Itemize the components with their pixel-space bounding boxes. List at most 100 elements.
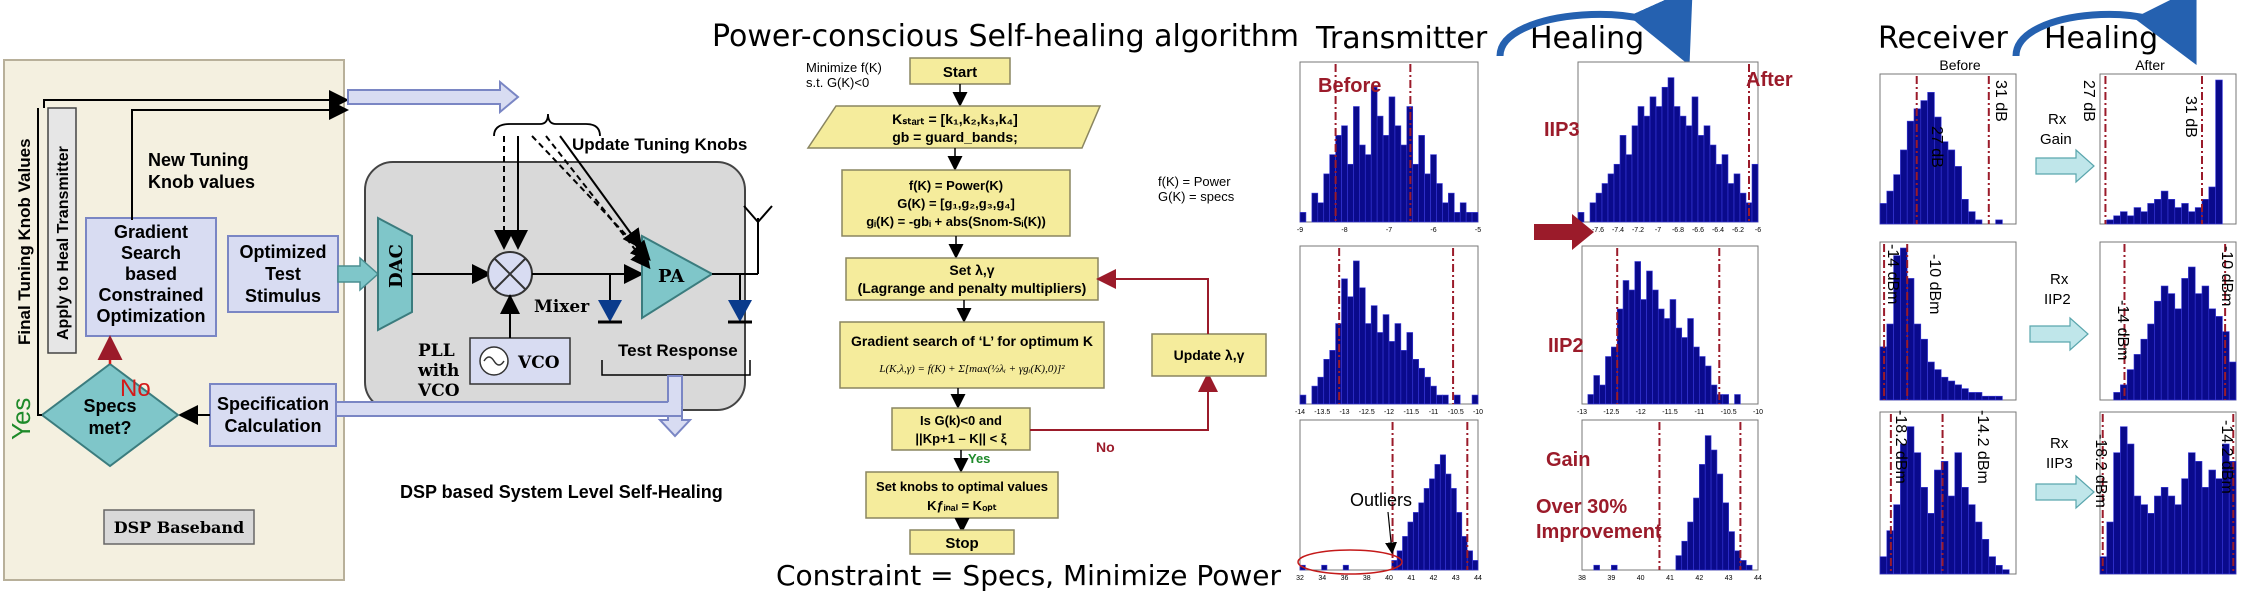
- x-tick-label: -11.5: [1662, 409, 1678, 416]
- histogram-bar: [1704, 435, 1712, 571]
- histogram-bar: [1429, 478, 1436, 571]
- histogram-bar: [2201, 487, 2210, 575]
- histogram-bar: [1667, 77, 1675, 223]
- histogram-bar: [1613, 163, 1621, 223]
- histogram-bar: [1704, 365, 1712, 405]
- check-l1: Is G(k)<0 and: [920, 413, 1002, 428]
- histogram-bar: [1681, 337, 1688, 405]
- kstart-l2: gb = guard_bands;: [892, 129, 1018, 145]
- histogram-bar: [1311, 192, 1319, 223]
- optimized-box: [227, 235, 339, 313]
- dac-label: DAC: [386, 244, 407, 288]
- histogram-bar: [1453, 394, 1461, 405]
- mixer-label: Mixer: [534, 297, 590, 317]
- vco-label: VCO: [517, 353, 560, 373]
- rx-iip2-arrow: [2029, 316, 2089, 352]
- histogram-bar: [1934, 469, 1942, 575]
- histogram-bar: [1995, 219, 2003, 225]
- histogram-bar: [1412, 512, 1419, 571]
- histogram-bar: [1649, 96, 1657, 223]
- histogram-bar: [1342, 564, 1349, 571]
- histogram-bar: [1364, 323, 1372, 405]
- histogram-bar: [1687, 521, 1694, 571]
- histogram-bar: [2215, 79, 2223, 225]
- x-tick-label: 40: [1385, 575, 1393, 582]
- x-tick-label: -7.2: [1632, 227, 1644, 234]
- histogram-bar: [1663, 318, 1671, 405]
- gradient-l2: Search: [121, 243, 181, 263]
- histogram-bar: [1407, 521, 1414, 571]
- histogram-bar: [1974, 392, 1983, 401]
- x-tick-label: -8: [1341, 227, 1347, 234]
- histogram-bar: [2147, 513, 2155, 575]
- rx-m10-after: -10 dBm: [2218, 246, 2235, 306]
- histogram-bar: [1471, 212, 1479, 223]
- histogram-bar: [1879, 203, 1888, 225]
- histogram-bar: [1329, 350, 1336, 405]
- x-tick-label: -6.8: [1672, 227, 1684, 234]
- histogram-bar: [1679, 115, 1687, 223]
- histogram-bar: [2208, 308, 2216, 401]
- histogram-bar: [1323, 358, 1330, 405]
- rx-m10: -10 dBm: [1926, 254, 1943, 314]
- x-tick-label: 32: [1296, 575, 1304, 582]
- tx-iip2-label: IIP2: [1548, 335, 1584, 357]
- tx-section: Transmitter Healing -9-8-7-6-5-7.8-7.6-7…: [1295, 0, 1793, 582]
- histogram-bar: [1424, 376, 1431, 405]
- histogram-bar: [1311, 385, 1319, 405]
- histogram-bar: [1353, 260, 1360, 405]
- x-tick-label: -10.5: [1721, 409, 1737, 416]
- rx-healing-arrow-icon: [2012, 0, 2197, 66]
- gradient-search-box: [839, 321, 1105, 389]
- histogram-bar: [1456, 512, 1463, 571]
- histogram-bar: [1675, 555, 1683, 571]
- histogram-bar: [1968, 504, 1976, 575]
- no-loop-line: [1030, 372, 1218, 431]
- histogram-bar: [1625, 154, 1633, 223]
- x-tick-label: -6: [1755, 227, 1761, 234]
- rx-m142: -14.2 dBm: [1974, 410, 1991, 484]
- tx-improvement-l2: Improvement: [1536, 521, 1662, 543]
- objective-box: [841, 169, 1071, 237]
- histogram-bar: [1988, 556, 1996, 575]
- histogram-bar: [1920, 487, 1928, 575]
- histogram-bar: [1595, 192, 1603, 223]
- histogram-bar: [1954, 166, 1962, 225]
- histogram-bar: [2160, 285, 2169, 401]
- antenna-icon: [743, 205, 773, 224]
- histogram-bar: [1394, 125, 1402, 223]
- tx-outliers-label: Outliers: [1350, 490, 1412, 510]
- histogram-bar: [1640, 299, 1647, 405]
- x-tick-label: -14: [1295, 409, 1305, 416]
- histogram-bar: [1370, 86, 1378, 223]
- histogram-bar: [2120, 211, 2128, 225]
- tx-healing-arrow-icon: [1496, 0, 1693, 66]
- histogram-bar: [1893, 174, 1901, 225]
- histogram-bar: [1655, 106, 1663, 223]
- rx-title-a: Receiver: [1878, 21, 2008, 56]
- x-tick-label: 38: [1578, 575, 1586, 582]
- new-knob-line: [131, 100, 349, 220]
- histogram-bar: [1988, 395, 1996, 401]
- x-tick-label: -5: [1475, 227, 1481, 234]
- x-tick-label: -12: [1636, 409, 1646, 416]
- histogram-bar: [1439, 454, 1446, 571]
- update-box: [1151, 333, 1267, 377]
- histogram-bar: [2201, 285, 2210, 401]
- histogram-bar: [1436, 183, 1443, 223]
- histogram-bar: [1450, 488, 1457, 571]
- histogram-bar: [1423, 488, 1430, 571]
- x-tick-label: -12.5: [1603, 409, 1619, 416]
- histogram-bar: [1434, 464, 1441, 571]
- x-tick-label: -6: [1430, 227, 1436, 234]
- histogram-bar: [1589, 202, 1597, 223]
- rx-iip2-l1: Rx: [2050, 271, 2069, 288]
- tx-improvement-l1: Over 30%: [1536, 496, 1627, 518]
- update-knobs-label: Update Tuning Knobs: [572, 135, 747, 154]
- histogram-bar: [1722, 502, 1729, 571]
- histogram-bar: [1722, 394, 1729, 405]
- histogram-bar: [1699, 464, 1706, 571]
- rx-iip2-l2: IIP2: [2044, 291, 2071, 308]
- histogram-bar: [1715, 163, 1723, 223]
- histogram-bar: [1359, 287, 1366, 405]
